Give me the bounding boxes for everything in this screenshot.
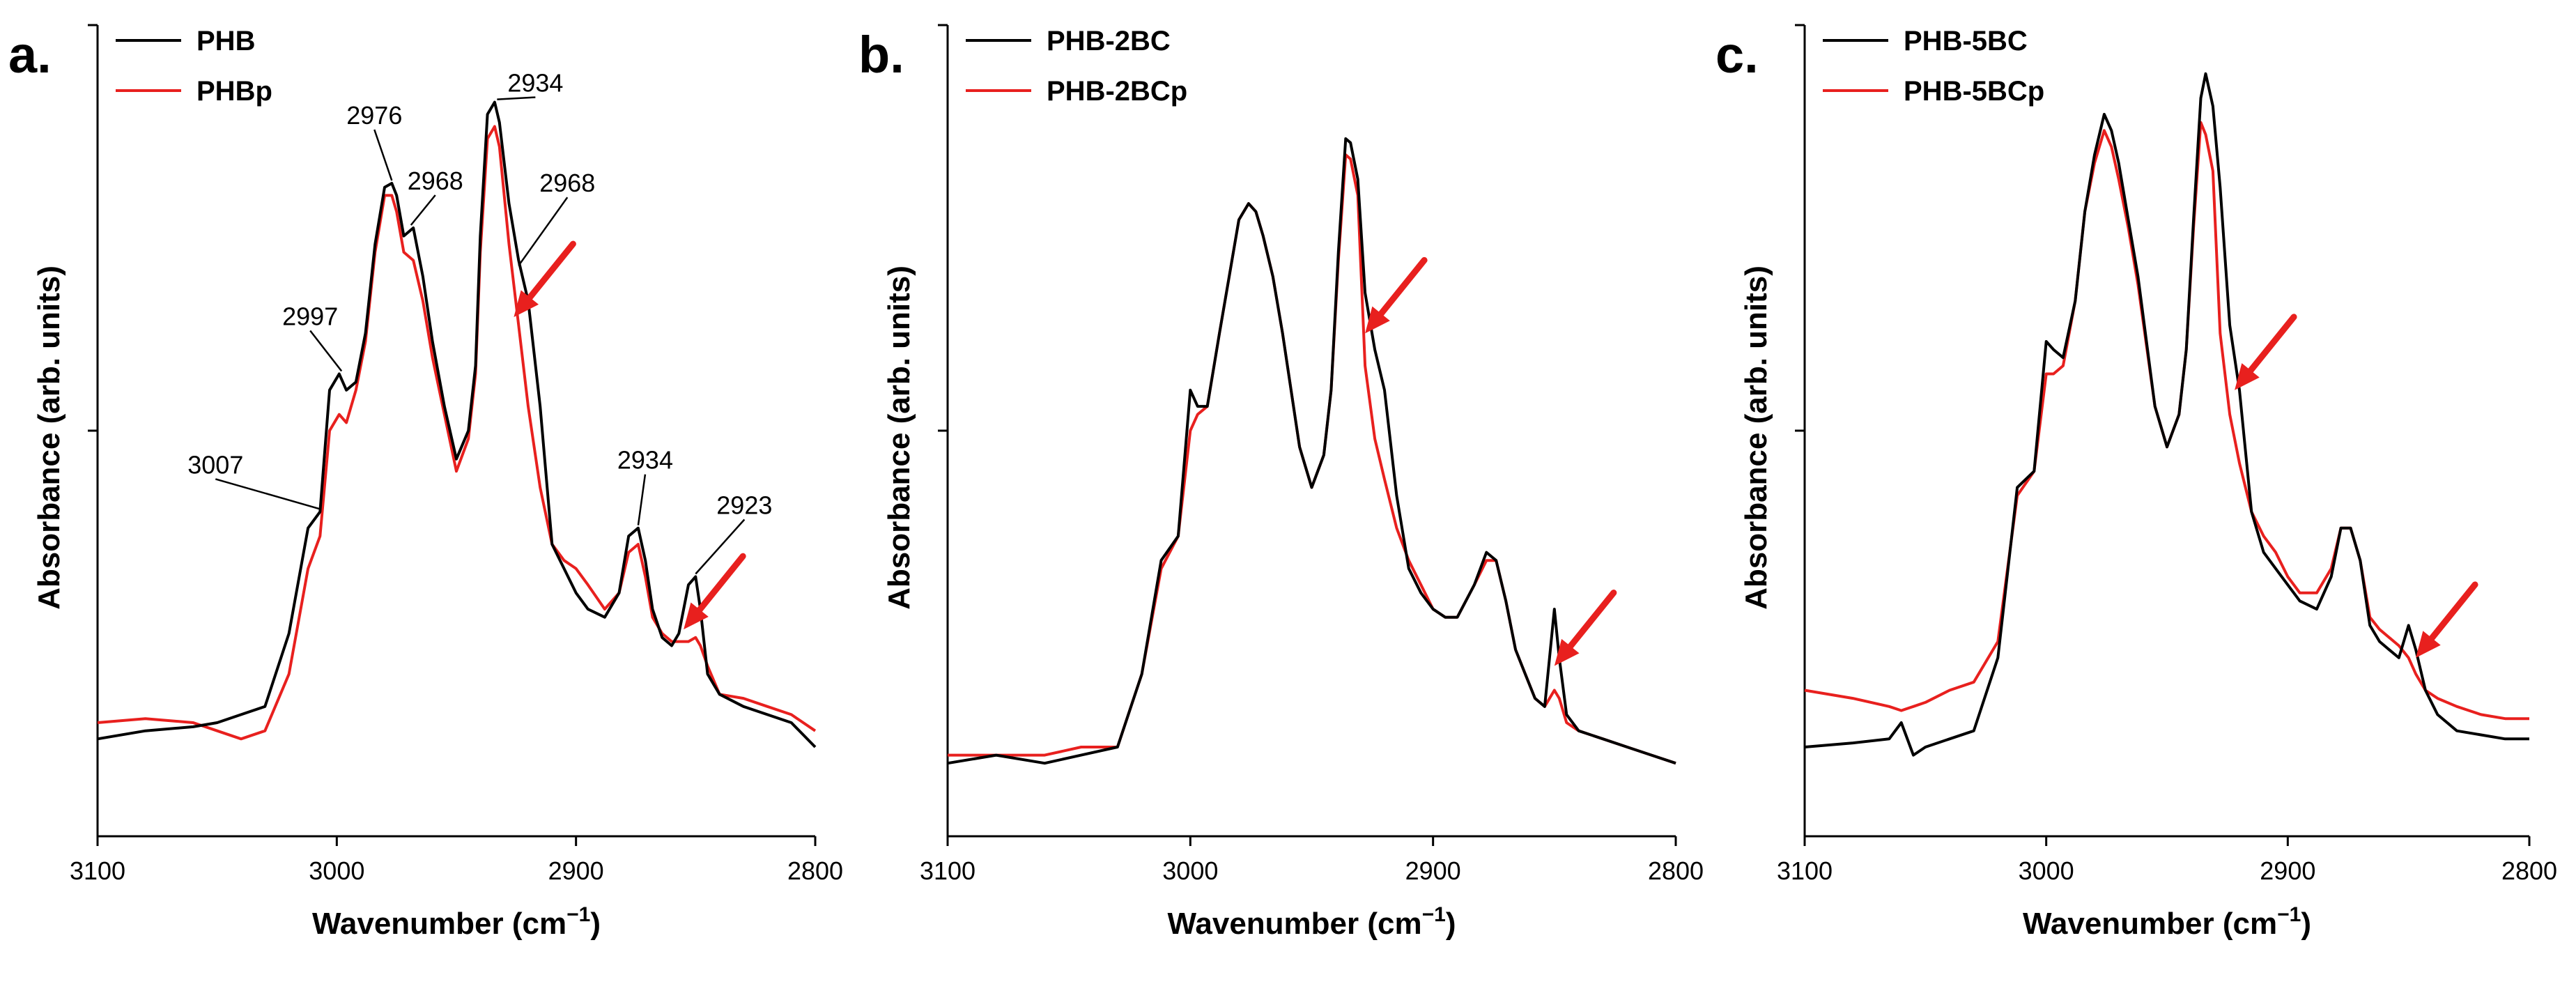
annotation-pointer: [309, 330, 343, 372]
x-tick-label: 2800: [787, 856, 843, 885]
panel-2: 3100 3000 2900 2800 Wavenumber (cm−1) Absorba…: [858, 24, 1704, 941]
y-axis-title: Absorbance (arb. units): [882, 266, 916, 610]
highlight-arrow: [523, 240, 576, 305]
legend-label: PHB-2BC: [1047, 26, 1171, 56]
x-tick-label: 2900: [1405, 856, 1461, 885]
x-axis-title-main: Wavenumber (cm: [1167, 907, 1421, 941]
peak-annotation: 2968: [539, 169, 595, 197]
highlight-arrow-head: [1365, 306, 1390, 334]
x-axis-title-main: Wavenumber (cm: [312, 907, 566, 941]
x-axis-title: Wavenumber (cm−1): [1167, 903, 1456, 941]
x-axis-title-close: ): [2301, 907, 2311, 941]
x-axis-title-close: ): [590, 907, 601, 941]
legend-label: PHB-5BCp: [1904, 76, 2044, 107]
x-tick-label: 2900: [548, 856, 604, 885]
x-tick-label: 2800: [1648, 856, 1704, 885]
series-line-phbp: [97, 125, 817, 741]
peak-annotation: 2997: [282, 302, 338, 331]
x-axis-title-main: Wavenumber (cm: [2023, 907, 2277, 941]
series-line-phb-2bc: [947, 137, 1676, 765]
annotation-pointer: [410, 194, 436, 226]
x-axis-title-sup: −1: [566, 903, 590, 926]
panel-3: 3100 3000 2900 2800 Wavenumber (cm−1) Absorba…: [1715, 24, 2557, 941]
series-line-phb-5bc: [1804, 72, 2529, 757]
highlight-arrow-head: [1554, 638, 1580, 666]
annotation-pointer: [695, 518, 746, 575]
x-tick-label: 3000: [2019, 856, 2074, 885]
annotation-pointer: [497, 96, 536, 100]
peak-annotation: 3007: [187, 450, 243, 479]
highlight-arrow: [2425, 581, 2478, 646]
y-axis-title: Absorbance (arb. units): [32, 266, 66, 610]
legend-label: PHB-5BC: [1904, 26, 2028, 56]
x-tick-label: 3100: [70, 856, 125, 885]
legend-label: PHBp: [196, 76, 272, 107]
panel-letter: c.: [1715, 26, 1759, 84]
annotation-pointer: [215, 478, 321, 510]
x-axis-title-sup: −1: [2277, 903, 2301, 926]
x-tick-label: 2900: [2260, 856, 2315, 885]
x-tick-label: 3100: [920, 856, 975, 885]
x-axis-title: Wavenumber (cm−1): [2023, 903, 2311, 941]
annotation-pointer: [637, 474, 647, 525]
legend-label: PHB-2BCp: [1047, 76, 1187, 107]
highlight-arrow-head: [2235, 363, 2260, 390]
peak-annotation: 2976: [346, 101, 402, 130]
x-axis-title-close: ): [1446, 907, 1456, 941]
highlight-arrow: [1374, 256, 1428, 321]
highlight-arrow-head: [684, 602, 709, 630]
y-axis-title: Absorbance (arb. units): [1739, 266, 1773, 610]
panel-letter: a.: [8, 26, 52, 84]
annotation-pointer: [518, 197, 569, 266]
legend-label: PHB: [196, 26, 255, 56]
series-line-phb: [97, 100, 817, 748]
peak-annotation: 2968: [408, 167, 463, 195]
x-tick-label: 3000: [1162, 856, 1218, 885]
series-line-phb-5bcp: [1804, 121, 2529, 721]
series-line-phb-2bcp: [948, 153, 1676, 765]
highlight-arrow-head: [2416, 631, 2441, 658]
highlight-arrow: [693, 553, 746, 617]
x-tick-label: 2800: [2501, 856, 2557, 885]
annotation-pointer: [373, 129, 393, 181]
panel-1: 3100 3000 2900 2800 Wavenumber (cm−1) Absorba…: [8, 24, 843, 941]
peak-annotation: 2923: [716, 491, 772, 520]
x-tick-label: 3100: [1777, 856, 1833, 885]
peak-annotation: 2934: [617, 446, 673, 475]
highlight-arrow-head: [514, 290, 539, 318]
highlight-arrow: [2244, 314, 2297, 378]
x-axis-title: Wavenumber (cm−1): [312, 903, 601, 941]
x-tick-label: 3000: [309, 856, 364, 885]
peak-annotation: 2934: [507, 69, 563, 98]
highlight-arrow: [1564, 590, 1617, 654]
x-axis-title-sup: −1: [1422, 903, 1446, 926]
panel-letter: b.: [858, 26, 904, 84]
